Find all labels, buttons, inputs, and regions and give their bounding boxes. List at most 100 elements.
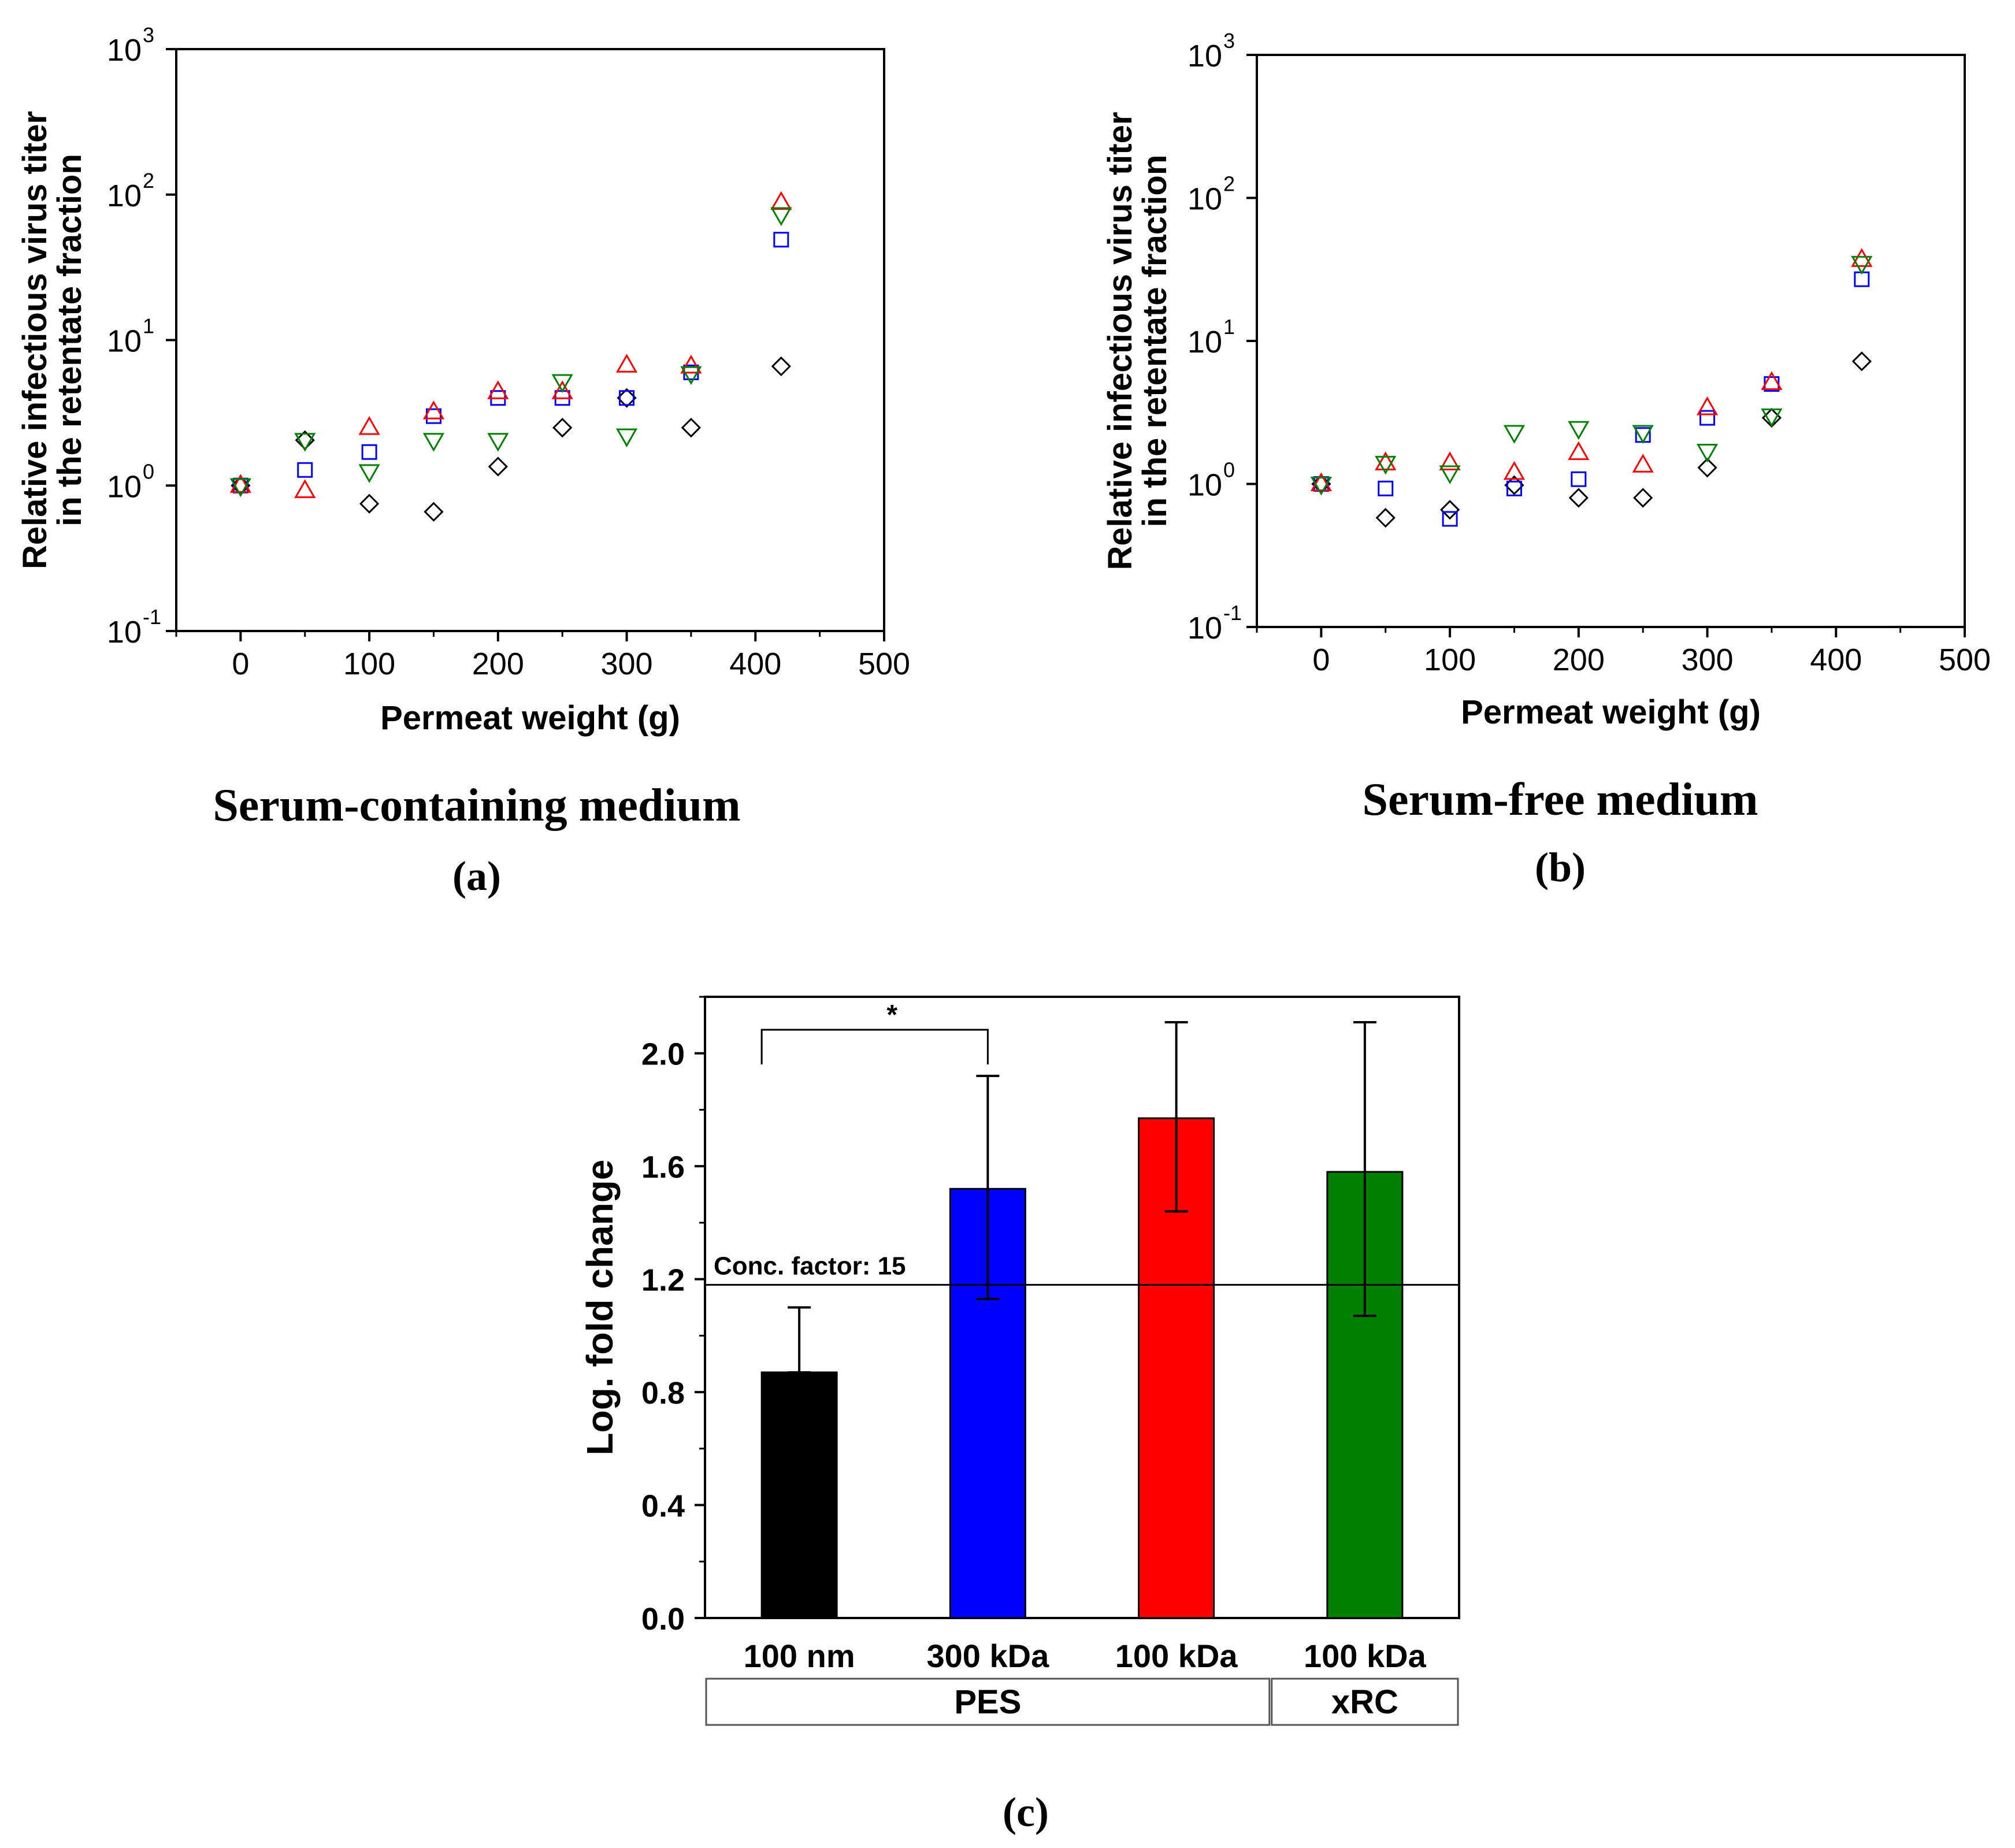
y-axis-label: in the retentate fraction <box>1136 155 1174 528</box>
y-tick-label-base: 10 <box>1188 468 1222 503</box>
data-point <box>1439 465 1461 484</box>
data-point <box>1375 455 1397 475</box>
data-point <box>681 417 702 438</box>
data-point <box>1633 488 1653 508</box>
group-box <box>705 1678 1271 1726</box>
data-point <box>1761 371 1783 390</box>
x-tick-label: 100 <box>1424 643 1476 677</box>
category-label: 100 kDa <box>1304 1638 1427 1674</box>
data-point <box>770 207 792 227</box>
data-point <box>680 366 702 385</box>
data-point <box>1568 441 1590 461</box>
data-point <box>297 462 313 478</box>
x-tick-label: 0 <box>232 647 249 681</box>
data-point <box>358 416 380 435</box>
y-axis-label: Log. fold change <box>579 1160 621 1456</box>
bar <box>760 1371 838 1619</box>
data-point <box>551 380 573 399</box>
data-point <box>358 464 380 483</box>
plot-frame <box>704 996 1460 1619</box>
panel-b-label: (b) <box>1535 844 1586 890</box>
panel-c-log-fold-change: 0.0 0.4 0.8 1.2 1.6 2.0 Log. fold change 100 nm… <box>579 996 1460 1726</box>
x-tick-label: 200 <box>1553 643 1605 677</box>
data-point <box>422 433 445 452</box>
y-axis-label: in the retentate fraction <box>51 154 88 526</box>
data-point <box>487 433 509 452</box>
data-point <box>1503 425 1526 444</box>
data-point <box>617 388 637 408</box>
y-tick-label-exponent: 3 <box>1223 29 1235 53</box>
data-point <box>1696 396 1719 415</box>
x-tick-label: 400 <box>729 647 781 681</box>
reference-line-label: Conc. factor: 15 <box>714 1252 906 1280</box>
data-point <box>1851 248 1873 267</box>
y-axis-label: Relative infectious virus titer <box>16 111 54 569</box>
y-tick-label-exponent: 1 <box>1223 315 1235 339</box>
data-point <box>1697 458 1717 478</box>
y-tick-label-exponent: 2 <box>143 169 154 192</box>
data-point <box>1851 351 1872 372</box>
data-point <box>1375 451 1397 470</box>
data-point <box>615 354 638 373</box>
y-tick-label-base: 10 <box>107 469 142 504</box>
y-tick-label-base: 10 <box>107 324 142 359</box>
data-point <box>229 474 251 493</box>
y-tick-label-base: 10 <box>1188 325 1222 359</box>
panel-a-label: (a) <box>452 853 501 899</box>
data-point <box>680 354 702 374</box>
x-axis-label: Permeat weight (g) <box>380 699 680 737</box>
y-tick-label: 1.2 <box>641 1263 685 1298</box>
data-point <box>552 417 573 438</box>
x-tick-label: 100 <box>343 647 395 681</box>
data-point <box>1696 443 1719 463</box>
group-label: PES <box>954 1683 1021 1721</box>
y-tick-label-exponent: 3 <box>143 23 154 47</box>
data-point <box>1439 451 1461 470</box>
category-label: 100 nm <box>744 1638 855 1674</box>
data-point <box>1375 507 1396 528</box>
data-point <box>619 390 635 406</box>
data-point <box>422 400 445 420</box>
x-tick-label: 300 <box>1681 643 1733 677</box>
data-point <box>1761 408 1783 428</box>
data-point <box>488 457 508 477</box>
data-point <box>294 479 316 498</box>
data-point <box>773 232 789 248</box>
data-point <box>770 191 792 210</box>
y-axis-label: Relative infectious virus titer <box>1101 112 1139 570</box>
x-tick-label: 200 <box>472 647 524 681</box>
y-tick-label-base: 10 <box>1188 611 1222 645</box>
data-point <box>771 356 791 377</box>
y-tick-label-exponent: -1 <box>143 605 161 629</box>
y-tick-label: 1.6 <box>641 1150 685 1185</box>
y-tick-label-exponent: 1 <box>143 314 154 338</box>
panel-a-caption: Serum-containing medium <box>213 780 740 831</box>
x-tick-label: 500 <box>858 647 910 681</box>
data-point <box>425 408 441 424</box>
category-label: 300 kDa <box>927 1638 1050 1674</box>
data-point <box>1439 500 1460 520</box>
y-tick-label: 0.4 <box>641 1489 685 1524</box>
data-point <box>1632 425 1654 444</box>
data-point <box>1632 454 1654 473</box>
x-tick-label: 0 <box>1312 643 1330 677</box>
y-tick-label-base: 10 <box>107 179 142 213</box>
y-tick-label-exponent: 0 <box>143 459 154 483</box>
data-point <box>487 380 509 399</box>
data-point <box>359 493 380 514</box>
y-tick-label-exponent: 0 <box>1223 458 1235 482</box>
data-point <box>1310 477 1332 496</box>
data-point <box>1378 480 1394 496</box>
data-point <box>1568 488 1589 508</box>
data-point <box>1851 255 1873 275</box>
data-point <box>1568 421 1590 440</box>
data-point <box>1571 471 1587 487</box>
data-point <box>294 433 316 452</box>
data-point <box>361 444 377 460</box>
significance-bracket <box>760 1029 989 1064</box>
data-point <box>229 478 251 498</box>
plot-frame <box>1256 54 1966 628</box>
